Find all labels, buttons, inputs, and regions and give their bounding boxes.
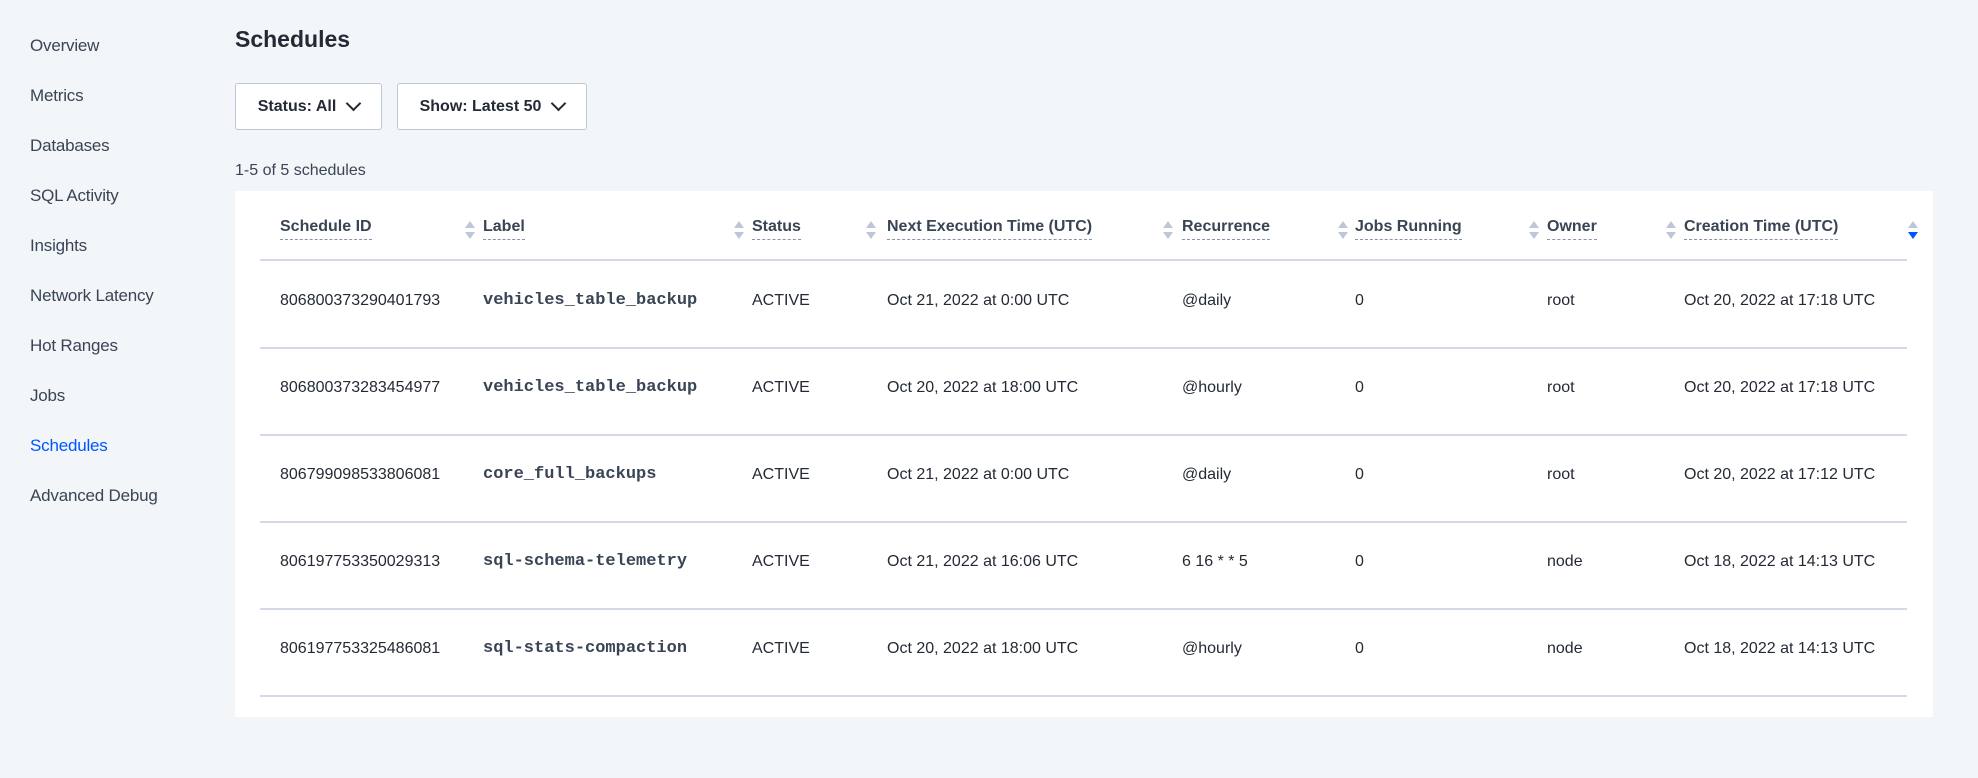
sort-up-icon — [866, 221, 876, 228]
cell-recurrence: 6 16 * * 5 — [1182, 553, 1248, 570]
cell-schedule-id: 806800373290401793 — [280, 292, 441, 309]
sort-down-icon — [465, 232, 475, 239]
cell-creation-time: Oct 20, 2022 at 17:18 UTC — [1684, 379, 1876, 396]
sidebar-item-hot-ranges[interactable]: Hot Ranges — [30, 336, 118, 355]
sidebar-item-databases[interactable]: Databases — [30, 136, 110, 155]
show-filter-dropdown[interactable]: Show: Latest 50 — [397, 83, 587, 130]
column-header-creation-time-utc[interactable]: Creation Time (UTC) — [1684, 218, 1839, 240]
cell-status: ACTIVE — [752, 640, 810, 657]
cell-jobs-running: 0 — [1355, 553, 1364, 570]
column-header-schedule-id[interactable]: Schedule ID — [280, 218, 372, 240]
sidebar-item-schedules[interactable]: Schedules — [30, 436, 108, 455]
cell-status: ACTIVE — [752, 466, 810, 483]
cell-schedule-id: 806799098533806081 — [280, 466, 441, 483]
table-header: Schedule ID Label Status Next Execution Tim… — [260, 191, 1918, 261]
sort-icon[interactable] — [1666, 221, 1676, 241]
cell-status: ACTIVE — [752, 379, 810, 396]
cell-status: ACTIVE — [752, 553, 810, 570]
sort-icon[interactable] — [1338, 221, 1348, 241]
chevron-down-icon — [345, 95, 362, 112]
sort-up-icon — [1666, 221, 1676, 228]
sort-up-icon — [465, 221, 475, 228]
cell-jobs-running: 0 — [1355, 466, 1364, 483]
column-header-label[interactable]: Label — [483, 218, 525, 240]
cell-recurrence: @daily — [1182, 466, 1232, 483]
cell-owner: root — [1547, 466, 1575, 483]
sidebar-item-overview[interactable]: Overview — [30, 36, 100, 55]
cell-schedule-id: 806197753325486081 — [280, 640, 441, 657]
column-header-status[interactable]: Status — [752, 218, 801, 240]
sort-icon[interactable] — [1529, 221, 1539, 241]
column-header-owner[interactable]: Owner — [1547, 218, 1597, 240]
sidebar-item-insights[interactable]: Insights — [30, 236, 87, 255]
column-header-recurrence[interactable]: Recurrence — [1182, 218, 1271, 240]
sidebar-item-metrics[interactable]: Metrics — [30, 86, 84, 105]
cell-jobs-running: 0 — [1355, 292, 1364, 309]
cell-label: core_full_backups — [483, 465, 657, 484]
cell-owner: node — [1547, 640, 1583, 657]
chevron-down-icon — [551, 95, 567, 112]
cell-next-execution-time: Oct 21, 2022 at 0:00 UTC — [887, 292, 1070, 309]
column-header-next-execution-time-utc[interactable]: Next Execution Time (UTC) — [887, 218, 1093, 240]
sidebar-item-advanced-debug[interactable]: Advanced Debug — [30, 486, 158, 505]
sidebar-item-network-latency[interactable]: Network Latency — [30, 286, 154, 305]
sort-down-icon — [1908, 232, 1918, 239]
cell-jobs-running: 0 — [1355, 640, 1364, 657]
cell-schedule-id: 806197753350029313 — [280, 553, 441, 570]
sort-icon[interactable] — [866, 221, 876, 241]
column-header-jobs-running[interactable]: Jobs Running — [1355, 218, 1462, 240]
cell-creation-time: Oct 20, 2022 at 17:12 UTC — [1684, 466, 1876, 483]
status-filter-label: Status: All — [257, 97, 337, 115]
cell-creation-time: Oct 18, 2022 at 14:13 UTC — [1684, 553, 1876, 570]
sort-up-icon — [1908, 221, 1918, 228]
sort-down-icon — [1666, 232, 1676, 239]
cell-label: sql-schema-telemetry — [483, 552, 688, 571]
table-row: 806799098533806081 core_full_backups ACTIV… — [260, 434, 1907, 523]
cell-jobs-running: 0 — [1355, 379, 1364, 396]
sort-up-icon — [734, 221, 744, 228]
show-filter-label: Show: Latest 50 — [419, 97, 542, 115]
sidebar-item-sql-activity[interactable]: SQL Activity — [30, 186, 119, 205]
table-row: 806800373283454977 vehicles_table_backup A… — [260, 347, 1907, 436]
results-count: 1-5 of 5 schedules — [235, 162, 366, 179]
cell-owner: root — [1547, 292, 1575, 309]
table-row: 806800373290401793 vehicles_table_backup A… — [260, 260, 1907, 349]
cell-schedule-id: 806800373283454977 — [280, 379, 441, 396]
cell-next-execution-time: Oct 20, 2022 at 18:00 UTC — [887, 379, 1079, 396]
sort-down-icon — [1529, 232, 1539, 239]
cell-recurrence: @daily — [1182, 292, 1232, 309]
page-title: Schedules — [235, 26, 351, 52]
cell-label: vehicles_table_backup — [483, 378, 698, 397]
sort-icon[interactable] — [734, 221, 744, 241]
sidebar-nav: Overview Metrics Databases SQL Activity Insi… — [30, 34, 158, 534]
cell-recurrence: @hourly — [1182, 640, 1242, 657]
sort-down-icon — [866, 232, 876, 239]
cell-status: ACTIVE — [752, 292, 810, 309]
sort-icon[interactable] — [465, 221, 475, 241]
cell-creation-time: Oct 20, 2022 at 17:18 UTC — [1684, 292, 1876, 309]
sort-down-icon — [734, 232, 744, 239]
cell-next-execution-time: Oct 21, 2022 at 0:00 UTC — [887, 466, 1070, 483]
cell-next-execution-time: Oct 20, 2022 at 18:00 UTC — [887, 640, 1079, 657]
sort-icon[interactable] — [1908, 221, 1918, 241]
sort-down-icon — [1338, 232, 1348, 239]
cell-owner: node — [1547, 553, 1583, 570]
sort-icon[interactable] — [1163, 221, 1173, 241]
table-row: 806197753325486081 sql-stats-compaction AC… — [260, 608, 1907, 697]
cell-label: vehicles_table_backup — [483, 291, 698, 310]
cell-recurrence: @hourly — [1182, 379, 1242, 396]
sort-down-icon — [1163, 232, 1173, 239]
cell-owner: root — [1547, 379, 1575, 396]
cell-next-execution-time: Oct 21, 2022 at 16:06 UTC — [887, 553, 1079, 570]
cell-creation-time: Oct 18, 2022 at 14:13 UTC — [1684, 640, 1876, 657]
sort-up-icon — [1338, 221, 1348, 228]
cell-label: sql-stats-compaction — [483, 639, 688, 658]
sort-up-icon — [1529, 221, 1539, 228]
status-filter-dropdown[interactable]: Status: All — [235, 83, 382, 130]
sidebar-item-jobs[interactable]: Jobs — [30, 386, 66, 405]
table-row: 806197753350029313 sql-schema-telemetry AC… — [260, 521, 1907, 610]
schedules-table: Schedule ID Label Status Next Execution Tim… — [235, 191, 1933, 717]
sort-up-icon — [1163, 221, 1173, 228]
